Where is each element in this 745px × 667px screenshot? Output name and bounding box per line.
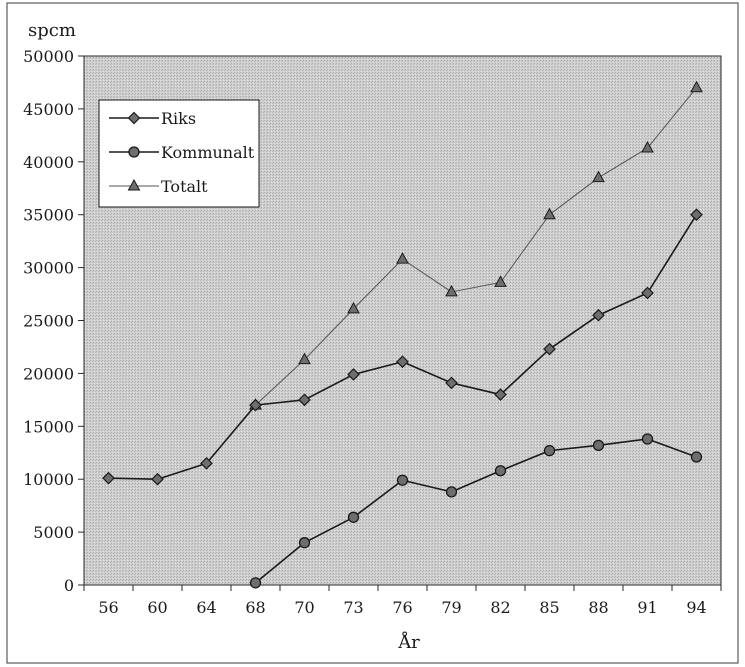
data-point-totalt (494, 275, 507, 287)
data-point-totalt (347, 301, 360, 314)
data-point-riks (494, 388, 507, 401)
y-tick-label: 15000 (23, 417, 74, 436)
data-point-totalt (396, 252, 409, 264)
data-point-totalt (543, 207, 556, 220)
data-point-kommunalt (249, 577, 262, 589)
legend-label: Riks (161, 109, 196, 128)
x-tick-label: 68 (245, 598, 265, 617)
x-tick-label: 60 (147, 598, 167, 617)
data-point-totalt (641, 141, 654, 153)
data-point-kommunalt (298, 537, 311, 549)
series-line-kommunalt (254, 438, 697, 584)
legend-marker-totalt (127, 178, 141, 191)
data-point-kommunalt (396, 474, 409, 486)
y-tick-label: 25000 (23, 312, 74, 331)
data-point-kommunalt (543, 444, 556, 457)
x-tick-label: 79 (441, 598, 461, 617)
data-point-kommunalt (641, 433, 654, 445)
x-axis: 56 60 64 68 70 73 76 79 82 85 88 91 94 (83, 585, 722, 617)
x-tick-label: 64 (196, 598, 216, 617)
x-tick-label: 85 (539, 598, 559, 617)
data-point-kommunalt (494, 465, 507, 477)
series-totalt (249, 80, 703, 410)
data-point-riks (690, 208, 703, 222)
y-axis: 0 5000 10000 15000 20000 25000 30000 35000 40000… (23, 47, 84, 595)
y-tick-label: 10000 (23, 470, 74, 489)
x-tick-label: 91 (637, 598, 657, 617)
y-tick-label: 40000 (23, 153, 74, 172)
series-line-totalt (255, 87, 697, 406)
legend: Riks Kommunalt Totalt (98, 99, 260, 208)
y-tick-label: 5000 (33, 523, 74, 542)
data-point-riks (298, 393, 311, 407)
legend-label: Totalt (161, 177, 208, 196)
figure-border (6, 2, 739, 664)
data-point-totalt (690, 80, 703, 93)
y-tick-label: 50000 (23, 47, 74, 66)
y-tick-label: 45000 (23, 100, 74, 119)
data-point-riks (641, 286, 654, 300)
x-tick-label: 82 (490, 598, 510, 617)
data-point-riks (445, 376, 458, 390)
data-point-kommunalt (445, 486, 458, 498)
x-tick-label: 73 (343, 598, 363, 617)
x-tick-label: 56 (98, 598, 118, 617)
data-point-riks (347, 368, 360, 381)
data-point-riks (102, 471, 115, 485)
y-tick-label: 0 (64, 576, 74, 595)
series-layer (102, 80, 703, 589)
data-point-riks (200, 456, 213, 470)
data-point-totalt (592, 170, 605, 183)
legend-marker-kommunalt (128, 146, 140, 158)
x-tick-label: 88 (588, 598, 608, 617)
data-point-riks (249, 398, 262, 412)
data-point-riks (543, 342, 556, 356)
y-axis-title: spcm (28, 20, 76, 41)
data-point-riks (396, 355, 409, 369)
x-tick-label: 70 (294, 598, 314, 617)
data-point-totalt (445, 284, 458, 297)
data-point-kommunalt (347, 511, 360, 523)
series-riks (102, 208, 703, 486)
data-point-riks (592, 308, 605, 322)
data-point-riks (151, 472, 164, 486)
y-tick-label: 30000 (23, 259, 74, 278)
y-tick-label: 20000 (23, 364, 74, 383)
series-kommunalt (249, 433, 703, 589)
x-tick-label: 94 (686, 598, 706, 617)
data-point-kommunalt (592, 439, 605, 451)
legend-marker-riks (127, 111, 141, 125)
data-point-totalt (298, 352, 311, 365)
x-axis-title: År (397, 631, 420, 653)
y-tick-label: 35000 (23, 206, 74, 225)
x-tick-label: 76 (392, 598, 412, 617)
legend-label: Kommunalt (161, 143, 255, 162)
data-point-kommunalt (690, 451, 703, 463)
